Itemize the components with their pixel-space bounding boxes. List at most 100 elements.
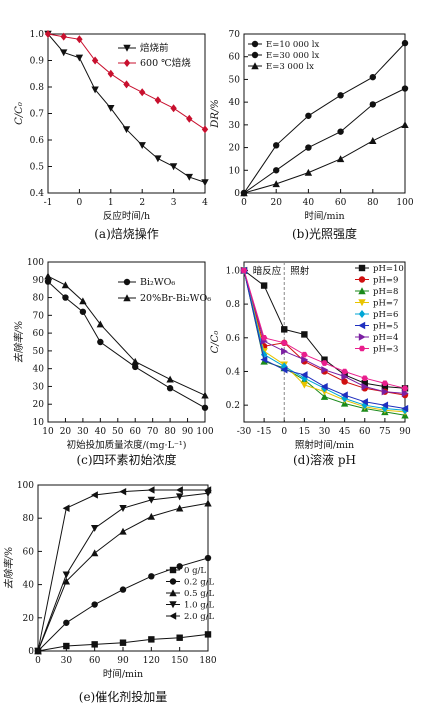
data-point [122,126,131,134]
data-point [148,573,155,580]
y-tick-label: 100 [17,481,34,491]
data-point [201,404,209,411]
series-1 [44,272,209,399]
legend-label: 焙烧前 [140,42,169,54]
panel-c: 10 20 30 40 50 60 70 80 90 1001020304050607080901… [13,258,214,467]
data-point [62,504,70,512]
data-point [204,499,212,507]
data-point [63,619,70,626]
data-point [301,351,308,358]
data-point [381,387,389,396]
y-tick-label: 0.8 [226,300,241,310]
data-point [320,382,328,391]
legend-label: pH=9 [373,276,398,286]
data-point [300,381,309,389]
data-point [336,155,345,163]
series-1 [240,85,409,197]
legend-label: pH=10 [373,264,404,274]
y-tick-label: 60 [23,547,35,557]
panel-caption: (d)溶液 pH [293,452,356,467]
y-tick-label: 0.5 [30,163,45,173]
y-tick-label: 10 [229,166,241,176]
data-point [305,144,312,151]
y-tick-label: 20 [23,614,35,624]
data-point [401,121,409,129]
series-1 [44,30,209,134]
y-axis-label: 去除率/% [3,547,15,590]
data-point [63,642,70,650]
legend-marker [251,62,259,70]
x-tick-label: 45 [339,427,351,437]
x-tick-label: 1 [108,198,114,208]
series-line [37,489,208,652]
data-point [147,496,156,504]
y-tick-label: 0.2 [226,401,240,411]
x-tick-label: 100 [396,198,413,208]
x-tick-label: 15 [299,427,311,437]
data-point [62,294,69,301]
data-point [301,331,308,338]
data-point [175,493,184,501]
legend-label: 1.0 g/L [184,601,215,611]
y-tick-label: 50 [229,75,241,85]
y-tick-label: 70 [229,30,241,40]
x-tick-label: 80 [164,427,176,437]
data-point [107,105,115,112]
y-tick-label: 70 [33,311,45,321]
data-point [260,355,268,364]
panel-caption: (b)光照强度 [292,226,357,241]
legend-marker [358,321,366,330]
data-point [321,356,328,363]
panel-b: 0 20 40 60 80 100 0 10 20 30 40 50 60 70 时间/min DR/% (b)… [210,30,414,241]
data-point [204,554,212,562]
data-point [361,380,368,387]
panel-caption: (c)四环素初始浓度 [76,452,176,467]
data-point [90,524,99,532]
x-tick-label: 60 [335,198,347,208]
y-tick-label: 50 [33,347,45,357]
data-point [281,347,288,355]
data-point [119,505,127,512]
data-point [61,281,70,289]
legend-label: pH=3 [373,345,398,355]
x-tick-label: 20 [270,198,282,208]
data-point [147,486,155,494]
y-axis-label: 去除率/% [13,321,25,364]
y-tick-label: 0.6 [30,136,45,146]
y-tick-label: 30 [33,382,45,392]
series-0 [44,30,209,187]
data-point [369,101,376,108]
data-point [119,586,127,593]
x-tick-label: 90 [182,427,194,437]
panel-e: 0 30 60 90 120 150 180 0 20 40 60 80 100 时间/min 去除率/% (… [3,481,217,704]
legend-marker [358,345,366,352]
data-point [119,639,127,646]
x-tick-label: 50 [112,427,124,437]
data-point [361,375,368,381]
data-point [62,577,71,585]
data-point [240,267,248,274]
data-point [341,372,349,381]
data-point [341,368,348,375]
data-point [204,486,212,494]
x-tick-label: 0 [77,198,83,208]
y-tick-label: 40 [23,581,35,591]
data-point [340,391,348,399]
data-point [185,173,193,181]
legend-marker [123,59,131,67]
legend-marker [358,264,366,272]
data-point [337,128,344,135]
legend: E=10 000 lxE=30 000 lxE=3 000 lx [248,40,319,72]
data-point [166,375,174,383]
series-line [243,88,406,194]
data-point [301,355,309,364]
data-point [381,401,389,409]
data-point [90,491,98,499]
x-tick-label: 0 [241,198,247,208]
data-point [401,39,409,47]
series-line [243,42,406,194]
x-tick-label: 60 [359,427,371,437]
data-point [201,125,209,134]
data-point [401,385,409,392]
